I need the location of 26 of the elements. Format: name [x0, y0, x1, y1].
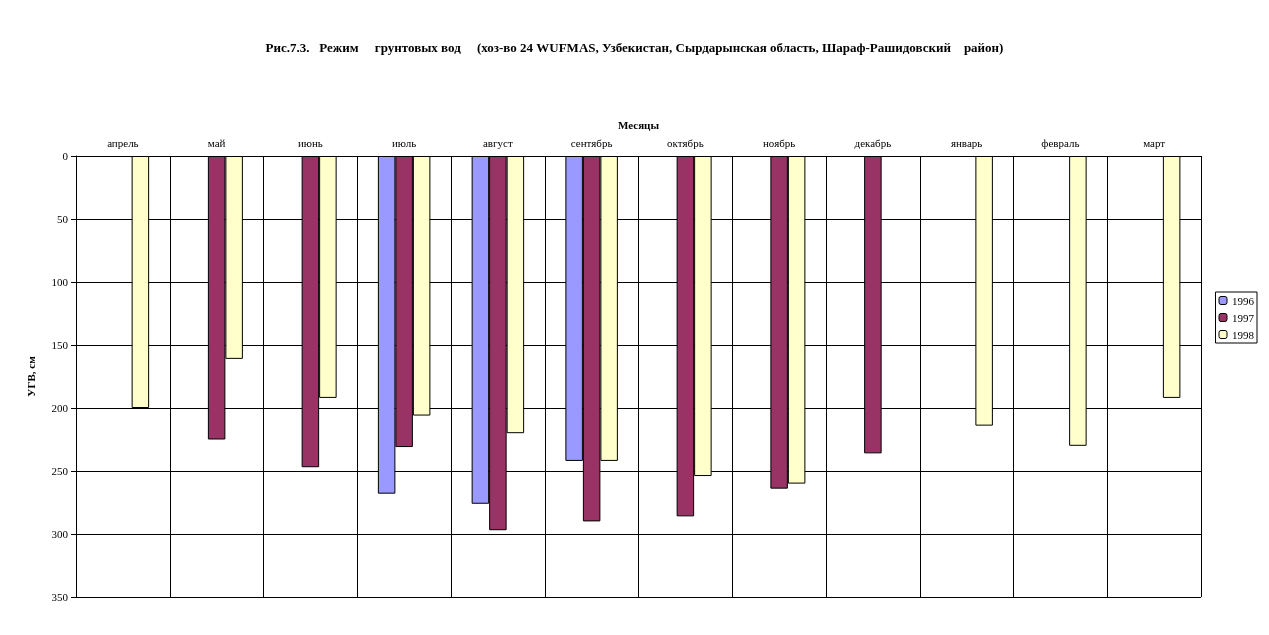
legend-label: 1998: [1232, 328, 1255, 341]
x-tick-label: июль: [391, 136, 417, 149]
y-tick-label: 200: [51, 402, 69, 414]
x-tick-label: октябрь: [667, 136, 704, 149]
x-tick-label: август: [482, 136, 513, 149]
y-tick-label: 250: [51, 465, 69, 477]
y-tick-label: 0: [62, 150, 69, 162]
legend-label: 1996: [1232, 294, 1255, 307]
x-tick-label: сентябрь: [570, 136, 613, 149]
x-axis-title: Месяцы: [617, 118, 660, 131]
x-tick-label: ноябрь: [762, 136, 796, 149]
x-tick-label: июнь: [297, 136, 323, 149]
y-tick-label: 50: [57, 213, 69, 225]
x-tick-label: декабрь: [854, 136, 892, 149]
y-tick-label: 150: [51, 339, 69, 351]
x-tick-label: февраль: [1041, 136, 1080, 149]
legend-label: 1997: [1232, 311, 1255, 324]
x-tick-label: май: [207, 136, 226, 149]
x-tick-label: март: [1143, 136, 1166, 149]
y-tick-label: 100: [51, 276, 69, 288]
y-tick-label: 300: [51, 528, 69, 540]
y-tick-label: 350: [51, 591, 69, 603]
x-tick-label: январь: [950, 136, 983, 149]
y-axis-title: УГВ, см: [24, 355, 37, 397]
chart-title: Рис.7.3. Режим грунтовых вод (хоз-во 24 WUFMAS, Узбекистан, Сырдарынская область, Шараф-Рашидовский район): [265, 40, 1004, 55]
x-tick-label: апрель: [107, 136, 139, 149]
